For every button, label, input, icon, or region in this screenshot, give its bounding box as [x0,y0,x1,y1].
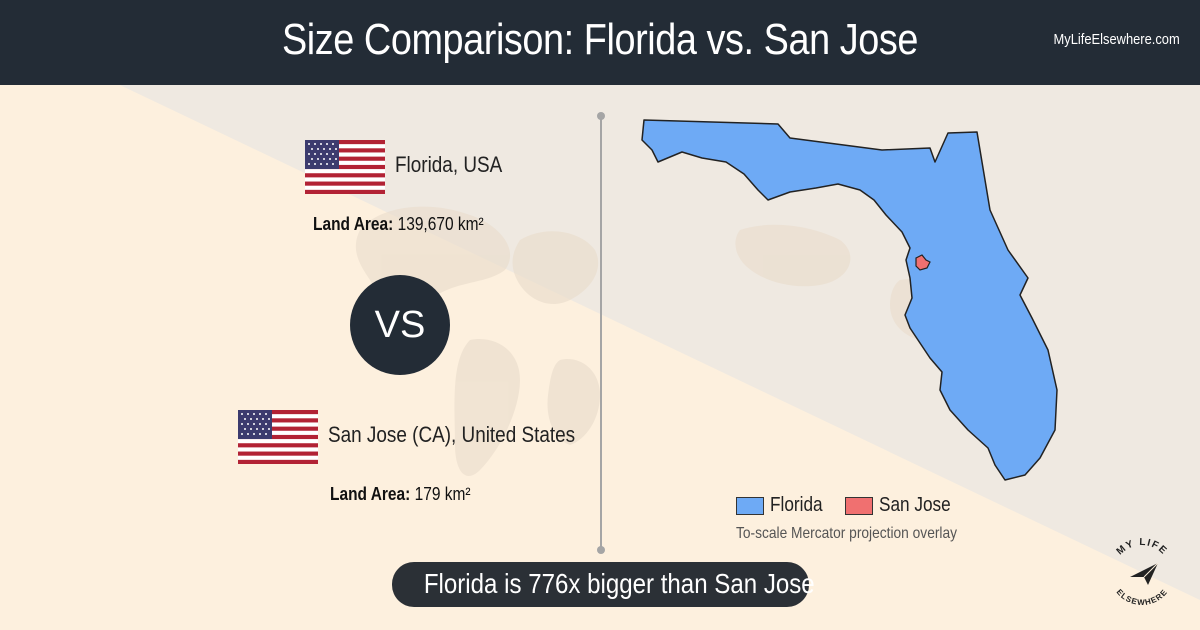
legend-swatch-san-jose [845,497,873,515]
mylifeelsewhere-logo[interactable]: MY LIFE ELSEWHERE [1100,535,1184,605]
divider-dot-bottom [597,546,605,554]
svg-text:MY LIFE: MY LIFE [1115,537,1170,557]
place-name-florida: Florida, USA [395,152,503,177]
vertical-divider [600,116,602,550]
vs-badge: VS [350,275,450,375]
page-title: Size Comparison: Florida vs. San Jose [281,15,919,64]
land-area-value: 139,670 km² [397,214,484,234]
san-jose-shape [915,254,931,271]
divider-dot-top [597,112,605,120]
land-area-florida: Land Area: 139,670 km² [313,214,484,235]
us-flag-icon [238,410,318,464]
land-area-value: 179 km² [414,484,471,504]
map-caption: To-scale Mercator projection overlay [736,525,958,542]
paper-plane-icon [1130,562,1159,585]
place-name-san-jose: San Jose (CA), United States [328,422,576,447]
florida-shape [641,119,1058,481]
us-flag-icon [305,140,385,194]
site-link[interactable]: MyLifeElsewhere.com [1053,31,1180,48]
logo-bottom-text: ELSEWHERE [1115,587,1169,605]
land-area-label: Land Area: [330,484,411,504]
land-area-label: Land Area: [313,214,394,234]
logo-top-text: MY LIFE [1115,537,1168,557]
comparison-banner: Florida is 776x bigger than San Jose [392,562,815,607]
header-bar [0,0,1200,85]
legend-label-san-jose: San Jose [879,494,951,516]
svg-text:ELSEWHERE: ELSEWHERE [1115,587,1170,605]
size-overlay-map [641,119,1058,481]
legend-swatch-florida [736,497,764,515]
comparison-text: Florida is 776x bigger than San Jose [423,568,815,599]
land-area-san-jose: Land Area: 179 km² [330,484,471,505]
legend-label-florida: Florida [770,494,823,516]
